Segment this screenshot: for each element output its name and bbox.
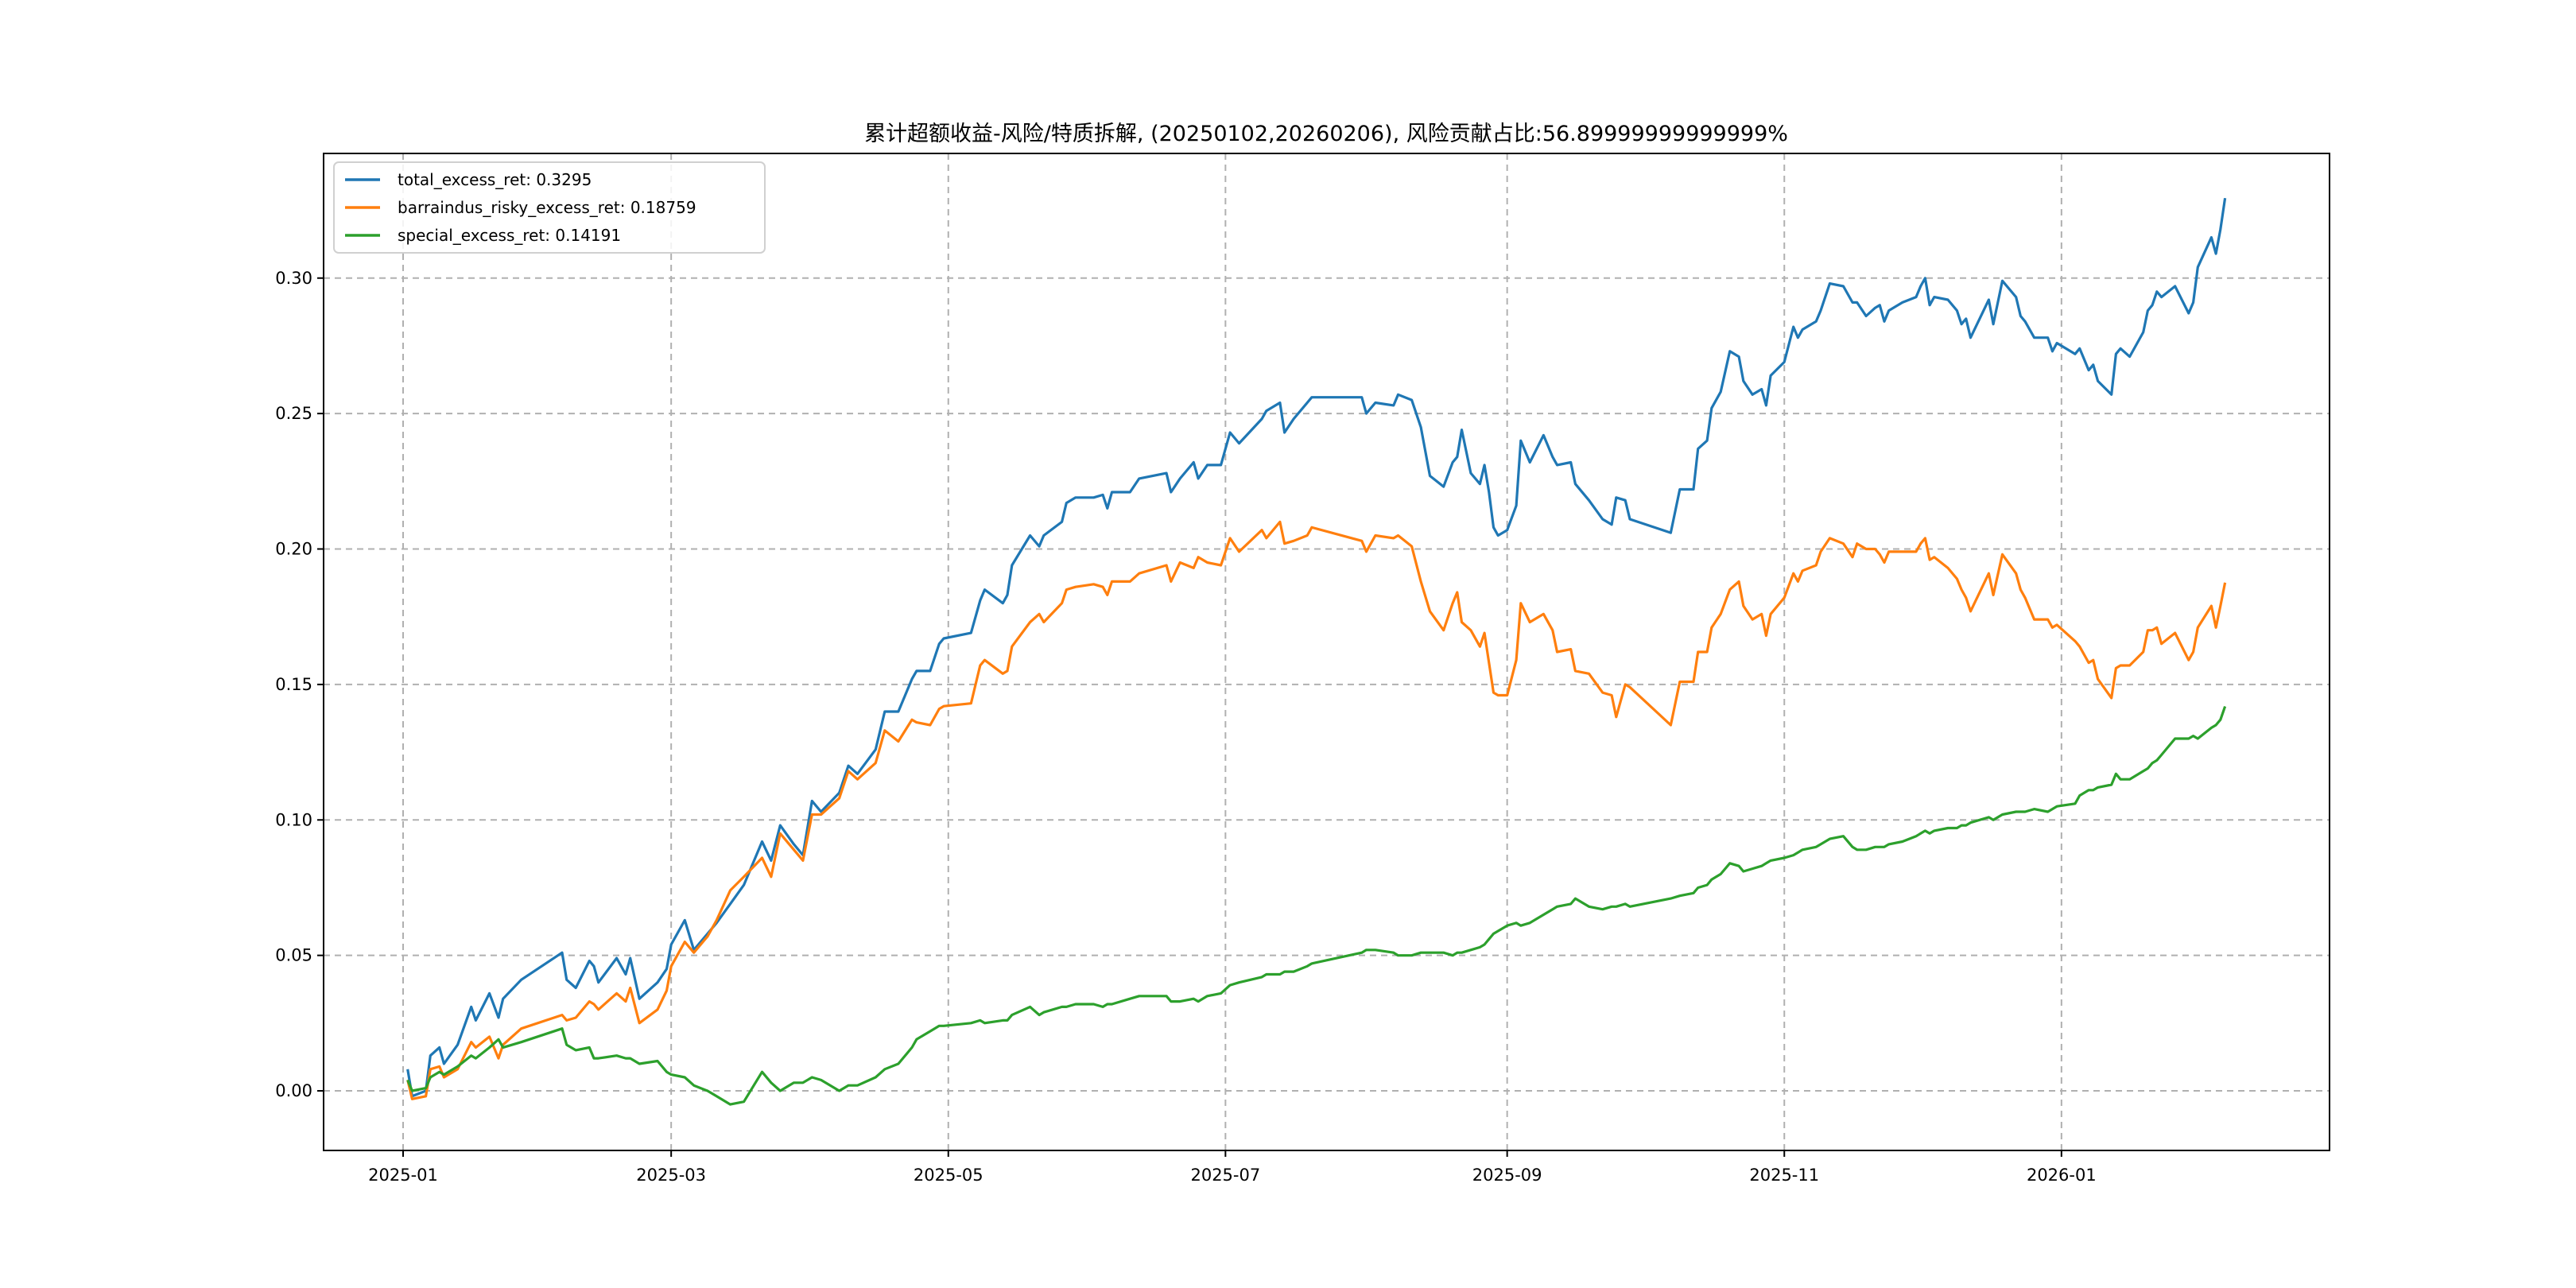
y-tick-label: 0.30	[275, 269, 312, 288]
y-tick-label: 0.10	[275, 810, 312, 829]
legend-label-risky: barraindus_risky_excess_ret: 0.18759	[398, 198, 696, 217]
legend: total_excess_ret: 0.3295 barraindus_risk…	[333, 161, 766, 254]
chart-title: 累计超额收益-风险/特质拆解, (20250102,20260206), 风险贡…	[864, 122, 1788, 146]
x-tick-label: 2025-03	[636, 1166, 706, 1185]
y-tick-label: 0.00	[275, 1081, 312, 1100]
x-tick-label: 2025-05	[914, 1166, 983, 1185]
series-lines	[406, 197, 2227, 1106]
x-tick-label: 2025-01	[368, 1166, 438, 1185]
y-axis: 0.00 0.05 0.10 0.15 0.20 0.25 0.30	[275, 269, 324, 1100]
x-tick-label: 2025-07	[1190, 1166, 1260, 1185]
y-tick-label: 0.05	[275, 946, 312, 965]
legend-box	[333, 161, 766, 254]
y-tick-label: 0.15	[275, 675, 312, 694]
x-tick-label: 2026-01	[2027, 1166, 2097, 1185]
series-line-special-excess-ret	[406, 705, 2227, 1106]
legend-label-special: special_excess_ret: 0.14191	[398, 226, 621, 245]
x-axis: 2025-01 2025-03 2025-05 2025-07 2025-09 2025-…	[368, 1150, 2097, 1185]
x-tick-label: 2025-09	[1472, 1166, 1542, 1185]
grid-lines	[324, 153, 2330, 1150]
y-tick-label: 0.20	[275, 540, 312, 559]
y-tick-label: 0.25	[275, 404, 312, 423]
series-line-barraindus-risky-excess-ret	[406, 520, 2227, 1100]
legend-label-total: total_excess_ret: 0.3295	[398, 170, 592, 189]
x-tick-label: 2025-11	[1749, 1166, 1819, 1185]
plot-frame	[323, 153, 2330, 1151]
